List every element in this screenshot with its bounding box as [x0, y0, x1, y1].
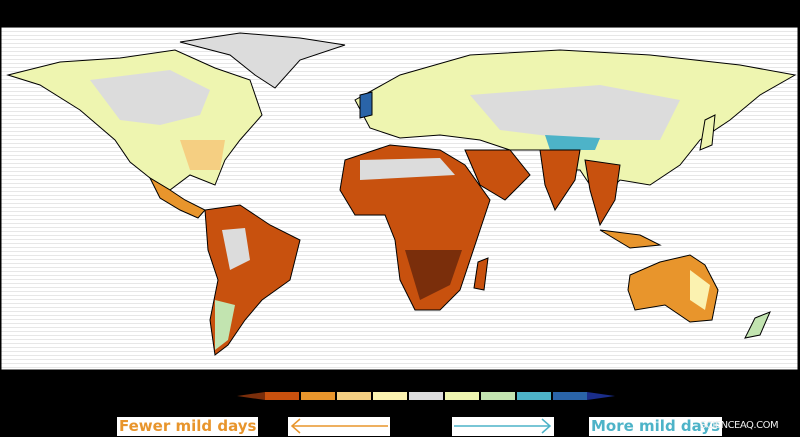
colorbar-swatch	[445, 392, 479, 400]
colorbar-swatch	[481, 392, 515, 400]
colorbar-arrow-right	[587, 392, 615, 400]
colorbar-swatch	[409, 392, 443, 400]
india	[539, 149, 581, 212]
right-arrow-icon	[454, 418, 552, 434]
greenland	[179, 32, 346, 89]
sahara	[360, 158, 455, 180]
central-america	[148, 176, 206, 219]
colorbar-swatch	[301, 392, 335, 400]
colorbar	[237, 392, 615, 400]
australia-east	[690, 270, 710, 310]
australia	[627, 254, 719, 323]
north-america-inner	[90, 70, 210, 125]
left-arrow-icon	[290, 418, 388, 434]
southern-africa	[405, 250, 462, 300]
colorbar-swatch	[373, 392, 407, 400]
new-zealand	[744, 311, 771, 339]
central-asia	[470, 85, 680, 140]
us-south	[180, 140, 225, 170]
colorbar-swatch	[553, 392, 587, 400]
south-america-andes	[222, 228, 250, 270]
fewer-mild-days-label: Fewer mild days	[117, 417, 259, 436]
se-asia	[584, 159, 621, 227]
colorbar-swatch	[337, 392, 371, 400]
colorbar-swatch	[265, 392, 299, 400]
colorbar-arrow-left	[237, 392, 265, 400]
colorbar-swatch	[517, 392, 551, 400]
south-america-south	[215, 300, 235, 350]
arabia	[464, 149, 531, 201]
more-mild-days-label: More mild days	[589, 417, 723, 436]
indonesia	[599, 229, 662, 249]
watermark: SCIENCEAQ.COM	[700, 420, 779, 431]
uk	[359, 91, 373, 119]
madagascar	[473, 257, 489, 291]
tibet	[545, 135, 600, 150]
japan	[699, 114, 716, 151]
